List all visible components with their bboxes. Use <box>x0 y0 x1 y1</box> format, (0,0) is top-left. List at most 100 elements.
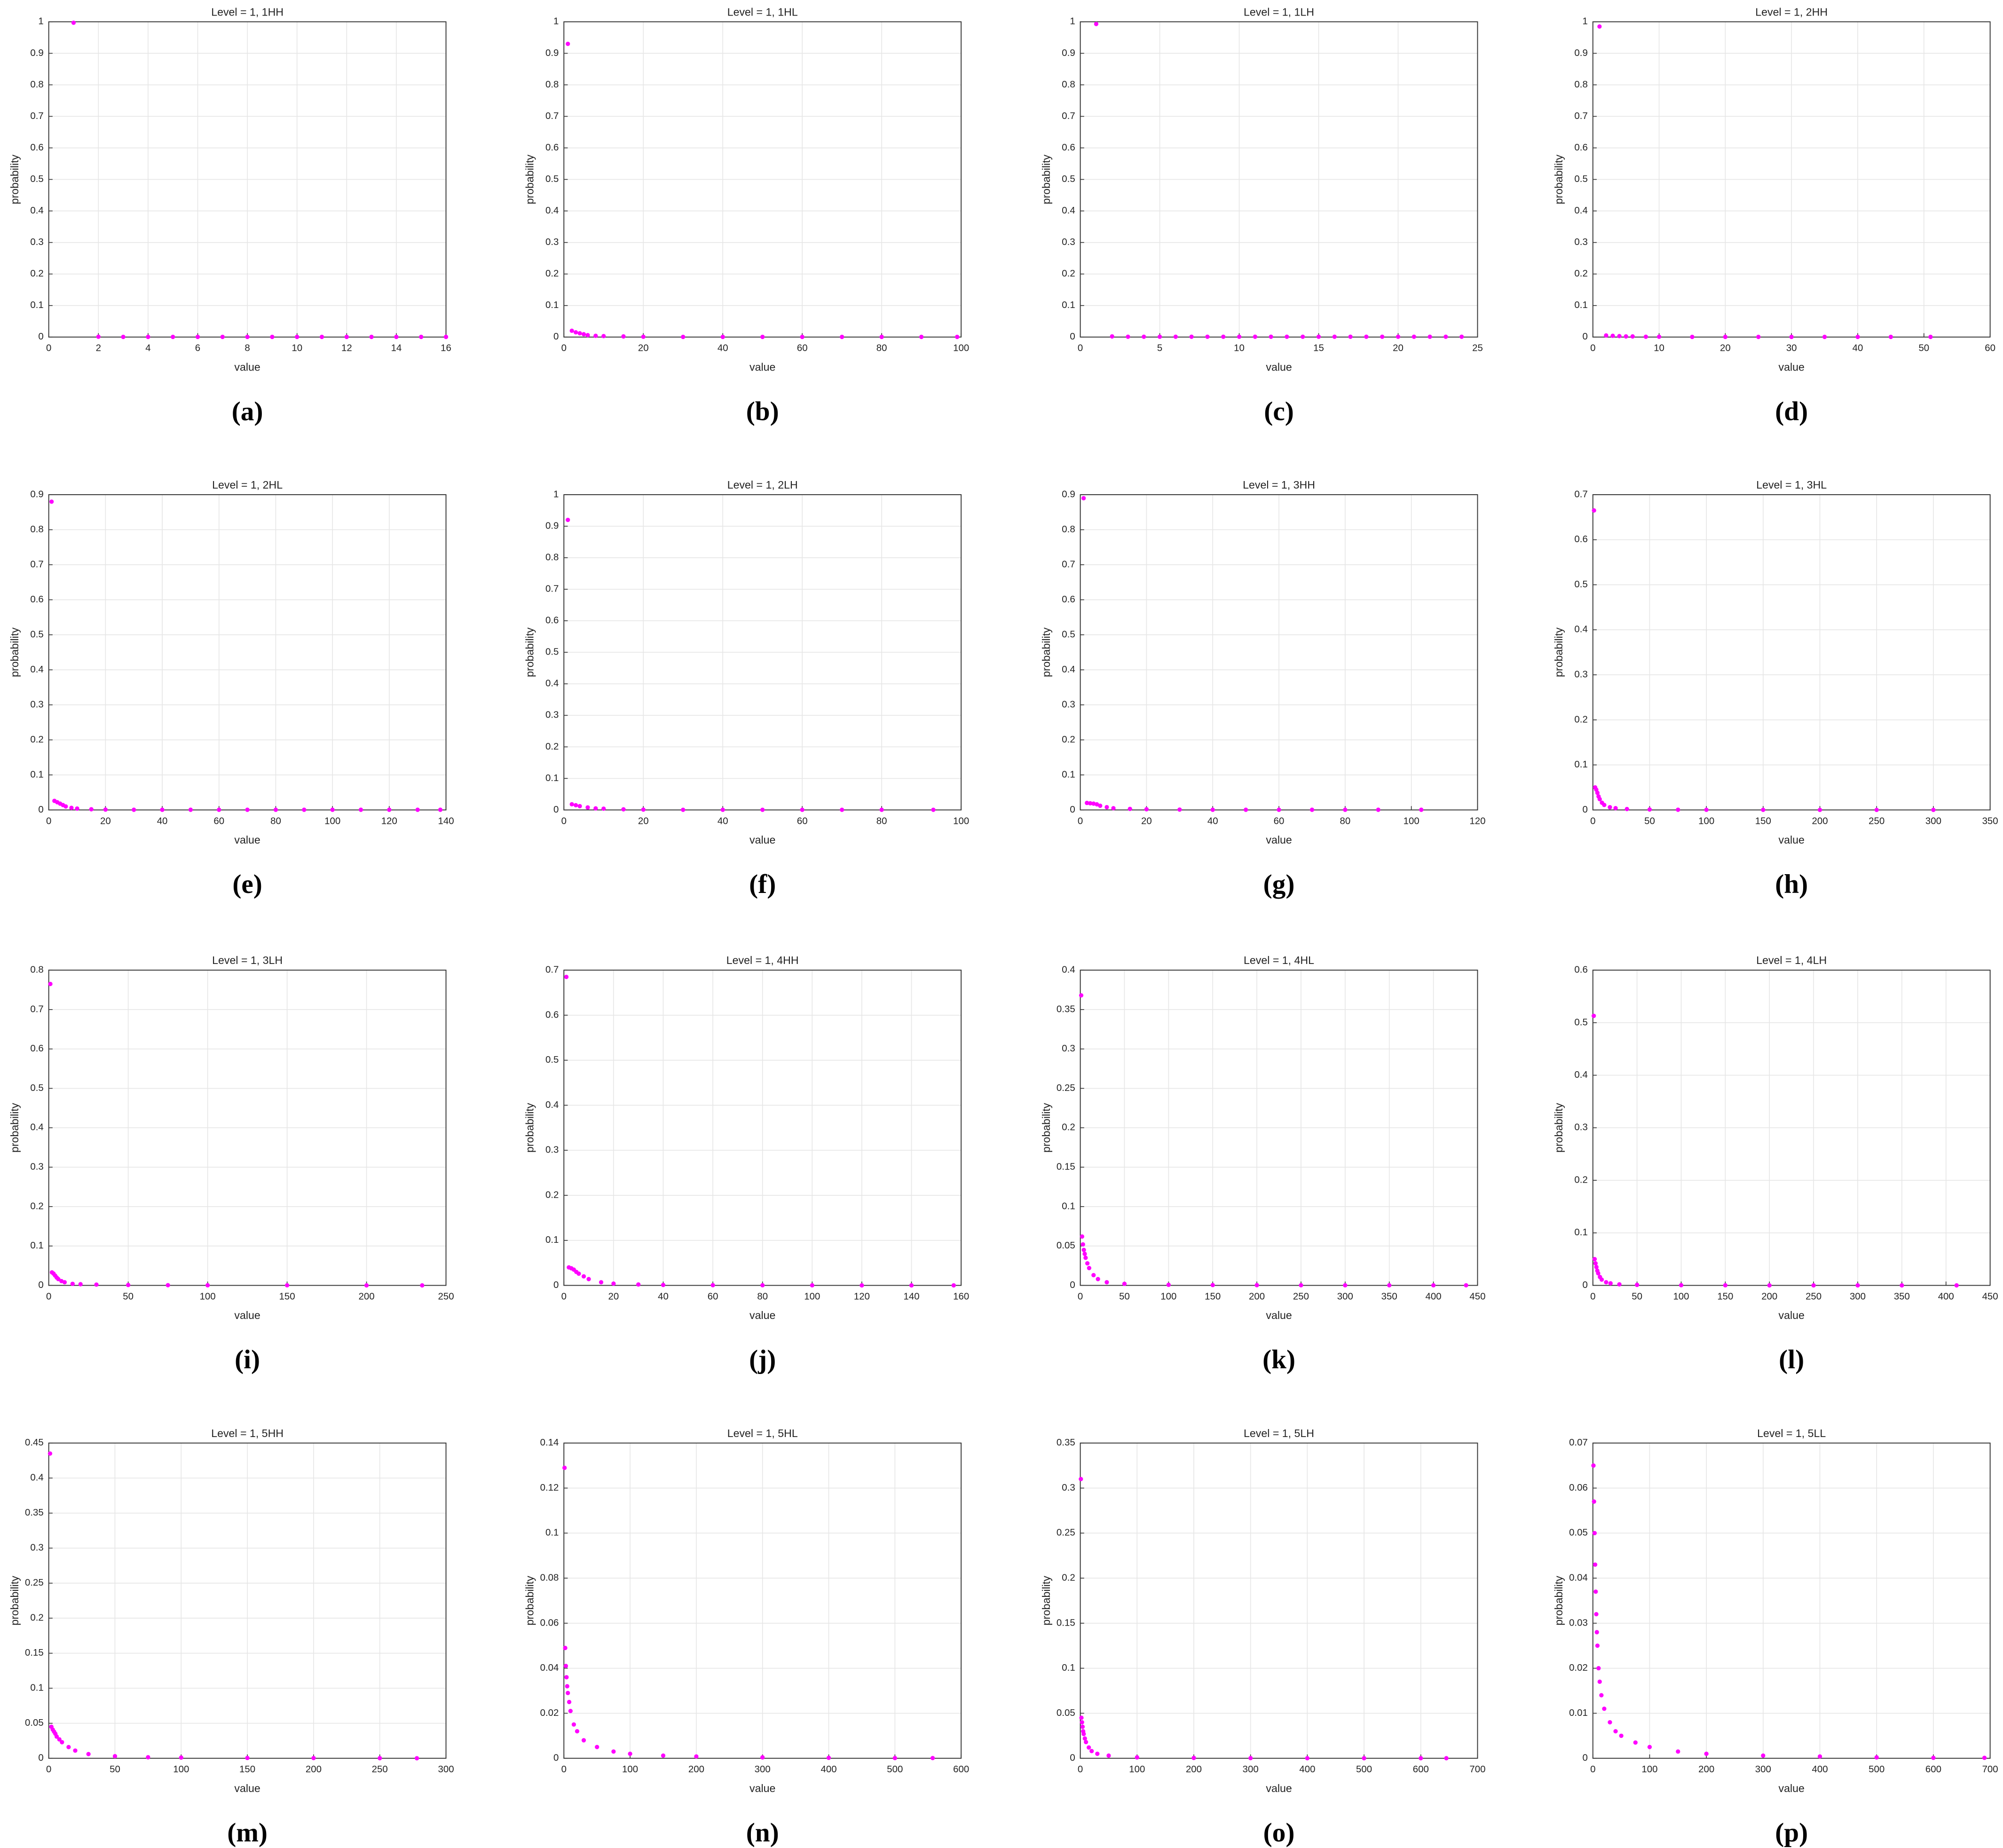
x-tick-label: 0 <box>1078 1764 1083 1775</box>
x-axis-label: value <box>1779 1782 1805 1794</box>
data-point <box>1305 1756 1310 1761</box>
x-tick-label: 100 <box>173 1764 189 1775</box>
y-tick-label: 0.2 <box>1062 268 1075 279</box>
y-tick-label: 0.1 <box>1574 300 1587 310</box>
data-point <box>1301 334 1305 339</box>
data-point <box>566 517 570 522</box>
panel-caption: (b) <box>746 396 779 426</box>
data-point <box>1332 334 1337 339</box>
x-axis-label: value <box>234 361 260 373</box>
x-tick-label: 100 <box>1673 1291 1689 1302</box>
x-tick-label: 20 <box>638 343 649 354</box>
data-point <box>661 1282 666 1287</box>
y-tick-label: 0.6 <box>545 615 559 626</box>
x-tick-label: 0 <box>561 1291 567 1302</box>
panel-caption: (h) <box>1775 869 1808 899</box>
data-point <box>595 1745 599 1749</box>
x-tick-label: 40 <box>1207 815 1218 826</box>
data-point <box>581 1274 586 1279</box>
data-point <box>840 807 844 812</box>
data-point <box>1444 1756 1449 1761</box>
panel: 0 0.1 0.2 0.3 0.4 0.5 0.6 0 50 100 150 200 250 300 350… <box>1553 954 1998 1374</box>
data-point <box>1596 1271 1601 1276</box>
y-tick-label: 0.4 <box>30 1472 43 1483</box>
data-point <box>951 1283 956 1288</box>
data-point <box>1309 807 1315 812</box>
x-tick-label: 14 <box>391 343 402 354</box>
data-point <box>1599 1693 1604 1698</box>
x-tick-label: 5 <box>1157 343 1162 354</box>
x-axis-label: value <box>1266 1782 1292 1794</box>
x-tick-label: 0 <box>1590 1764 1595 1775</box>
data-point <box>562 1465 567 1470</box>
y-tick-label: 0.1 <box>30 1682 43 1693</box>
data-point <box>575 1729 580 1734</box>
x-tick-label: 500 <box>887 1764 903 1775</box>
x-tick-label: 100 <box>1129 1764 1145 1775</box>
x-tick-label: 300 <box>1337 1291 1353 1302</box>
x-tick-label: 60 <box>213 815 224 826</box>
chart-title: Level = 1, 3HH <box>1243 479 1315 491</box>
y-axis-label: probability <box>524 154 536 204</box>
data-point <box>641 807 646 812</box>
x-tick-label: 10 <box>1234 343 1245 354</box>
data-point <box>1095 802 1099 807</box>
x-tick-label: 300 <box>755 1764 771 1775</box>
x-tick-label: 0 <box>561 1764 567 1775</box>
x-tick-label: 600 <box>953 1764 969 1775</box>
data-point <box>1602 803 1607 807</box>
y-tick-label: 0.3 <box>545 1145 559 1155</box>
data-point <box>1593 1589 1598 1594</box>
y-tick-label: 0.7 <box>1062 559 1075 569</box>
plot-frame <box>1592 1442 1991 1759</box>
data-point <box>378 1756 382 1761</box>
data-point <box>1874 807 1879 812</box>
data-point <box>1900 1283 1904 1288</box>
data-point <box>585 333 590 338</box>
y-tick-label: 0.3 <box>545 237 559 247</box>
x-tick-label: 0 <box>561 343 567 354</box>
panel: 0 0.1 0.2 0.3 0.4 0.5 0.6 0.7 0.8 0 50 100 150 200 250… <box>8 954 454 1374</box>
data-point <box>581 1738 586 1743</box>
chart-title: Level = 1, 2HH <box>1755 6 1828 18</box>
data-point <box>586 1277 591 1281</box>
data-point <box>593 806 598 811</box>
y-tick-label: 0.06 <box>540 1617 559 1628</box>
y-tick-label: 0.8 <box>1062 79 1075 90</box>
data-point <box>126 1283 131 1287</box>
x-tick-label: 0 <box>1590 815 1595 826</box>
x-tick-label: 120 <box>854 1291 870 1302</box>
y-tick-label: 0.03 <box>1569 1617 1588 1628</box>
data-point <box>1704 1752 1709 1756</box>
panel-caption: (f) <box>749 869 776 899</box>
data-point <box>569 802 574 807</box>
y-tick-label: 0 <box>1070 804 1075 815</box>
y-tick-label: 0.4 <box>30 205 43 216</box>
y-tick-label: 1 <box>1070 16 1075 27</box>
chart-title: Level = 1, 3HL <box>1756 479 1827 491</box>
x-tick-label: 20 <box>608 1291 619 1302</box>
data-point <box>573 330 578 335</box>
data-point <box>1269 334 1273 339</box>
x-tick-label: 0 <box>46 1291 51 1302</box>
y-tick-label: 0.2 <box>1062 734 1075 745</box>
data-point <box>160 807 165 812</box>
x-tick-label: 400 <box>820 1764 836 1775</box>
y-tick-label: 0.1 <box>1574 759 1587 770</box>
x-tick-label: 150 <box>1205 1291 1221 1302</box>
x-tick-label: 600 <box>1413 1764 1429 1775</box>
x-tick-label: 250 <box>1869 815 1885 826</box>
data-point <box>641 334 646 339</box>
chart-title: Level = 1, 2HL <box>212 479 283 491</box>
x-tick-label: 500 <box>1356 1764 1372 1775</box>
x-tick-label: 20 <box>1393 343 1404 354</box>
data-point <box>57 1737 62 1742</box>
data-point <box>1817 1754 1822 1759</box>
x-tick-label: 100 <box>1641 1764 1657 1775</box>
y-tick-label: 0.4 <box>1062 205 1075 216</box>
y-tick-label: 0.6 <box>30 594 43 605</box>
data-point <box>146 334 150 340</box>
y-tick-label: 0.5 <box>30 1082 43 1093</box>
x-tick-label: 0 <box>561 815 567 826</box>
data-point <box>54 1734 59 1739</box>
